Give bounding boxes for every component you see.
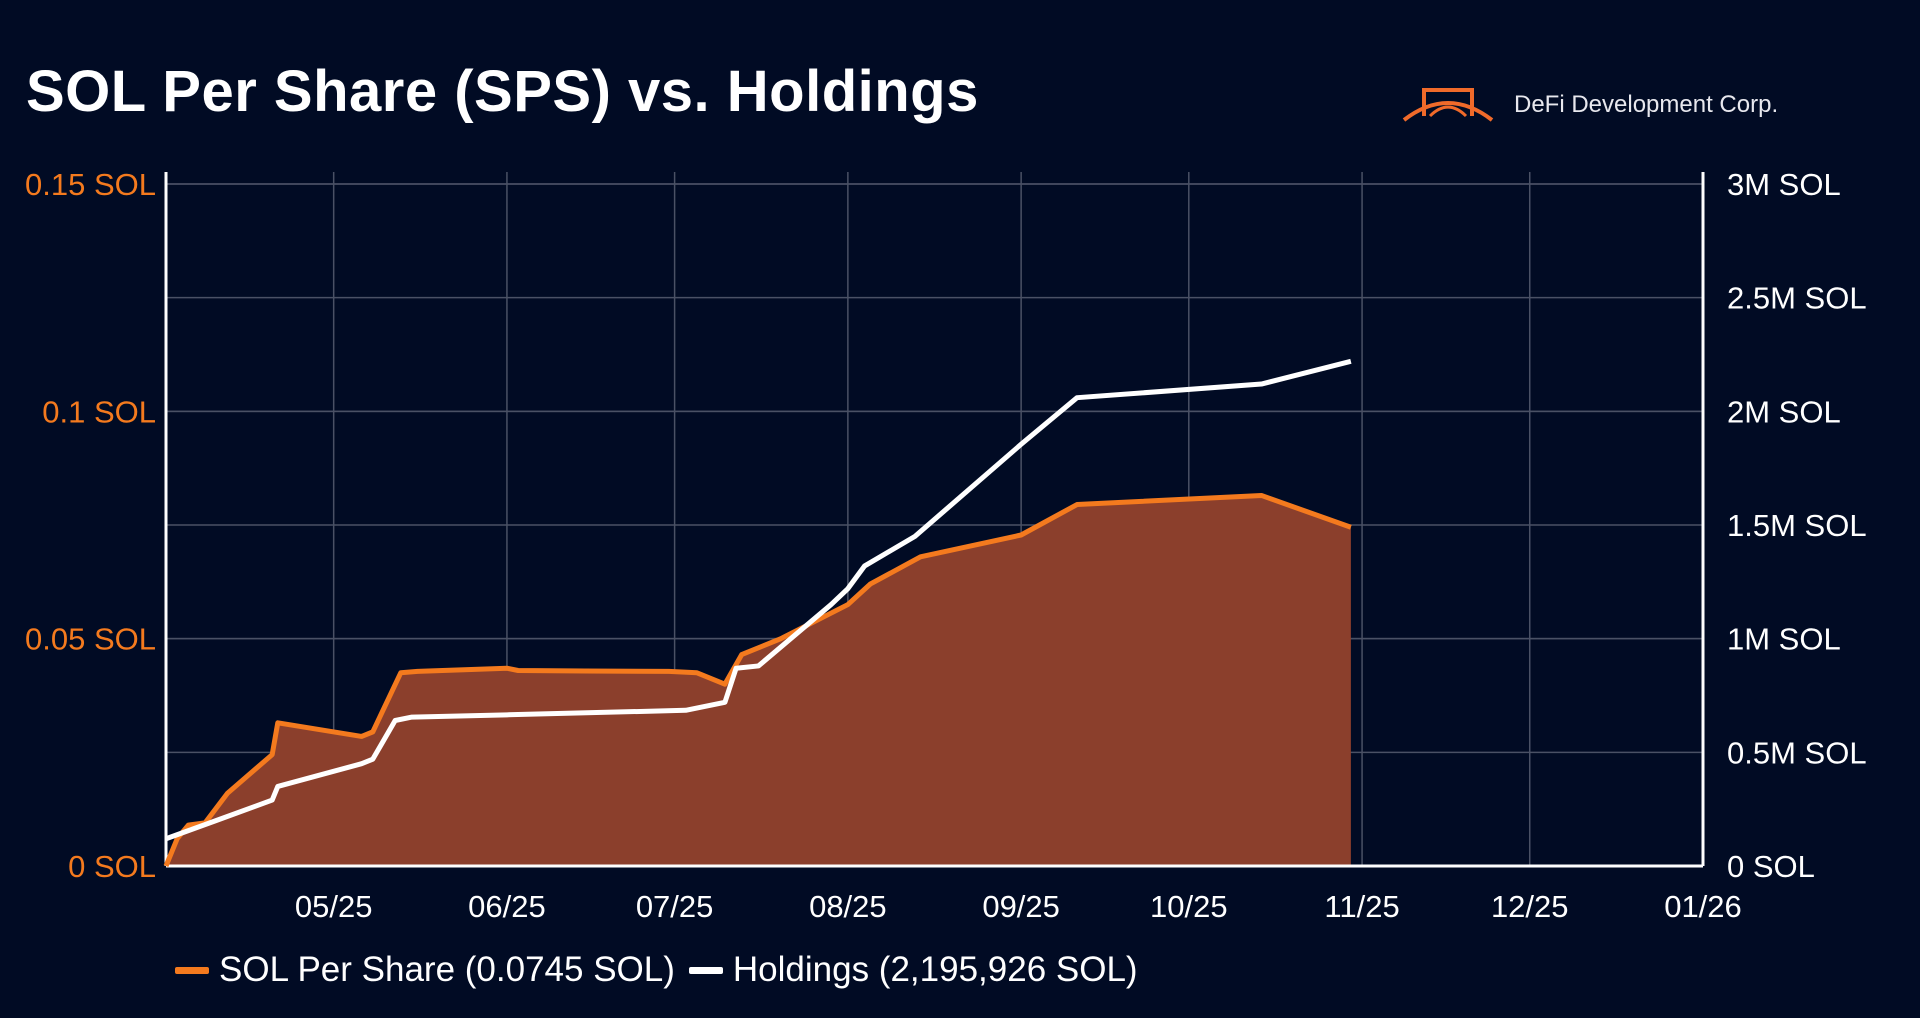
sps-area xyxy=(166,495,1351,866)
defi-bridge-logo-icon xyxy=(1400,82,1496,127)
left-tick-label-1: 0.05 SOL xyxy=(25,622,156,657)
x-tick-label-0: 05/25 xyxy=(295,889,373,924)
right-tick-label-0: 0 SOL xyxy=(1727,849,1815,884)
brand: DeFi Development Corp. xyxy=(1400,82,1778,127)
axes xyxy=(164,172,1705,868)
x-tick-label-1: 06/25 xyxy=(468,889,546,924)
x-tick-label-2: 07/25 xyxy=(636,889,714,924)
legend-item-sps: SOL Per Share (0.0745 SOL) xyxy=(175,950,675,990)
right-tick-label-6: 3M SOL xyxy=(1727,167,1841,202)
x-tick-label-8: 01/26 xyxy=(1664,889,1742,924)
legend-item-holdings: Holdings (2,195,926 SOL) xyxy=(688,950,1138,990)
right-tick-label-3: 1.5M SOL xyxy=(1727,508,1867,543)
legend-label-sps: SOL Per Share (0.0745 SOL) xyxy=(219,950,675,989)
right-axis-ticks: 0 SOL 0.5M SOL 1M SOL 1.5M SOL 2M SOL 2.5M SO… xyxy=(1727,167,1867,884)
sps-area-layer xyxy=(166,495,1351,866)
brand-name: DeFi Development Corp. xyxy=(1514,90,1779,118)
left-tick-label-3: 0.15 SOL xyxy=(25,167,156,202)
left-tick-label-0: 0 SOL xyxy=(68,849,156,884)
right-tick-label-4: 2M SOL xyxy=(1727,394,1841,429)
left-axis-ticks: 0 SOL 0.05 SOL 0.1 SOL 0.15 SOL xyxy=(25,167,156,884)
sps-line xyxy=(163,492,1352,867)
left-tick-label-2: 0.1 SOL xyxy=(42,394,156,429)
x-tick-label-3: 08/25 xyxy=(809,889,887,924)
legend-swatch-sps xyxy=(175,966,209,974)
x-tick-label-4: 09/25 xyxy=(982,889,1060,924)
x-tick-label-6: 11/25 xyxy=(1324,889,1399,924)
legend-label-holdings: Holdings (2,195,926 SOL) xyxy=(732,950,1138,989)
x-axis-ticks: 05/25 06/25 07/25 08/25 09/25 10/25 11/25 12/25… xyxy=(295,889,1742,924)
legend: SOL Per Share (0.0745 SOL) Holdings (2,1… xyxy=(175,950,1138,990)
right-tick-label-2: 1M SOL xyxy=(1727,622,1841,657)
right-tick-label-1: 0.5M SOL xyxy=(1727,735,1867,770)
legend-swatch-holdings xyxy=(688,966,723,974)
x-tick-label-5: 10/25 xyxy=(1150,889,1228,924)
line-layer xyxy=(163,358,1352,867)
chart-title: SOL Per Share (SPS) vs. Holdings xyxy=(26,59,979,124)
right-tick-label-5: 2.5M SOL xyxy=(1727,281,1867,316)
x-tick-label-7: 12/25 xyxy=(1491,889,1569,924)
